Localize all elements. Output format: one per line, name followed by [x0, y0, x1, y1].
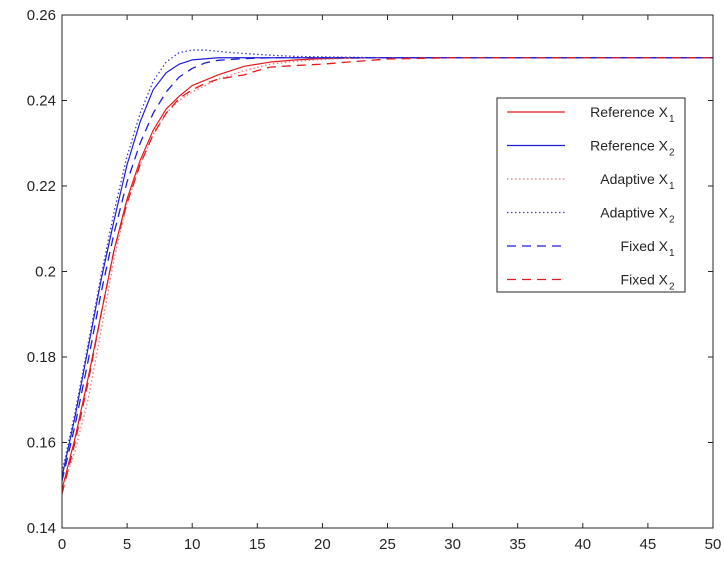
- y-tick-label: 0.14: [27, 520, 56, 537]
- legend-box: [496, 97, 686, 293]
- x-tick-label: 50: [705, 536, 722, 553]
- series-line-4: [61, 49, 713, 473]
- x-axis: 0 5 10 15 20 25 30 35 40 45 50: [58, 15, 722, 553]
- legend-label-1: Reference X: [590, 104, 668, 120]
- y-tick-label: 0.2: [35, 264, 56, 281]
- legend-subscript-3: 1: [669, 181, 675, 192]
- y-tick-label: 0.18: [27, 349, 56, 366]
- series-layer: [61, 49, 713, 494]
- series-line-5: [61, 57, 713, 482]
- legend-label-6: Fixed X: [621, 272, 669, 288]
- y-tick-label: 0.26: [27, 7, 56, 24]
- x-tick-label: 10: [184, 536, 201, 553]
- legend-label-2: Reference X: [590, 138, 668, 154]
- x-tick-label: 35: [509, 536, 526, 553]
- legend-label-4: Adaptive X: [600, 205, 668, 221]
- x-tick-label: 20: [314, 536, 331, 553]
- x-tick-label: 30: [444, 536, 461, 553]
- x-tick-label: 0: [58, 536, 66, 553]
- legend-subscript-6: 2: [669, 282, 675, 293]
- series-line-6: [61, 57, 713, 494]
- legend-subscript-4: 2: [669, 215, 675, 226]
- y-tick-label: 0.24: [27, 93, 56, 110]
- x-tick-label: 5: [123, 536, 131, 553]
- legend-subscript-2: 2: [669, 148, 675, 159]
- y-axis: 0.14 0.16 0.18 0.2 0.22 0.24 0.26: [27, 7, 713, 537]
- x-tick-label: 15: [249, 536, 266, 553]
- legend-subscript-1: 1: [669, 114, 675, 125]
- x-tick-label: 45: [640, 536, 657, 553]
- y-tick-label: 0.16: [27, 435, 56, 452]
- series-line-3: [61, 57, 713, 490]
- x-tick-label: 25: [379, 536, 396, 553]
- y-tick-label: 0.22: [27, 178, 56, 195]
- legend-subscript-5: 1: [669, 248, 675, 259]
- x-tick-label: 40: [574, 536, 591, 553]
- legend-label-3: Adaptive X: [600, 171, 668, 187]
- legend-label-5: Fixed X: [621, 238, 669, 254]
